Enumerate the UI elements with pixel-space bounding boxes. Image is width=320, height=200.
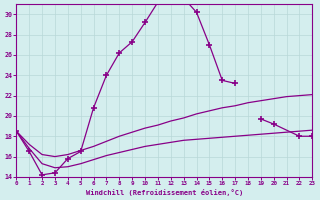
X-axis label: Windchill (Refroidissement éolien,°C): Windchill (Refroidissement éolien,°C): [86, 189, 243, 196]
